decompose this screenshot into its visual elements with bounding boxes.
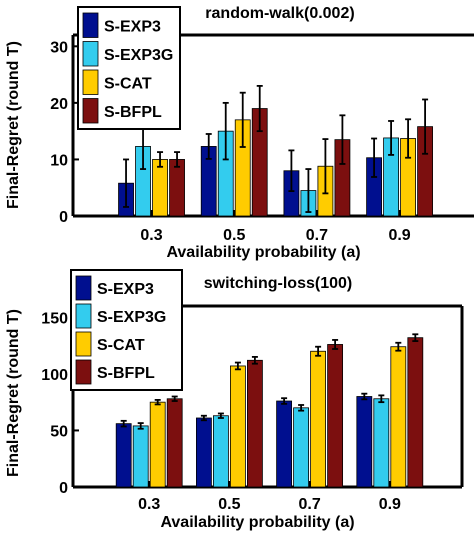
y-axis-label: Final-Regret (round T) bbox=[5, 309, 22, 477]
y-tick-label: 100 bbox=[41, 367, 68, 384]
bar-s-cat-0.5 bbox=[230, 365, 246, 488]
y-tick-label: 20 bbox=[50, 96, 68, 113]
bar-s-cat-0.7 bbox=[310, 350, 327, 488]
bar-s-exp3-0.5 bbox=[196, 417, 212, 488]
legend-swatch-s-cat bbox=[82, 69, 99, 95]
legend-label-s-exp3: S-EXP3 bbox=[104, 18, 161, 35]
bar-s-bfpl-0.9 bbox=[407, 337, 424, 488]
x-axis-label: Availability probability (a) bbox=[160, 514, 354, 531]
x-tick-label: 0.9 bbox=[379, 496, 401, 513]
bar-s-cat-0.9 bbox=[390, 346, 407, 488]
y-tick-label: 150 bbox=[41, 310, 68, 327]
legend-label-s-bfpl: S-BFPL bbox=[97, 365, 155, 382]
chart-panel-2: 0 50 100 150 0.3 0.5 0.7 0.9 Availability probab… bbox=[5, 269, 464, 531]
bar-s-bfpl-0.3 bbox=[166, 398, 183, 488]
legend-swatch-s-bfpl bbox=[75, 359, 92, 385]
legend-label-s-bfpl: S-BFPL bbox=[104, 104, 162, 121]
legend-label-s-exp3g: S-EXP3G bbox=[104, 47, 173, 64]
bar-s-exp3-0.7 bbox=[276, 400, 293, 488]
legend: S-EXP3 S-EXP3G S-CAT S-BFPL bbox=[77, 6, 181, 130]
x-tick-label: 0.7 bbox=[298, 496, 320, 513]
bar-s-bfpl-0.5 bbox=[247, 359, 263, 488]
bar-s-exp3g-0.3 bbox=[132, 425, 149, 488]
y-tick-label: 0 bbox=[59, 209, 68, 226]
x-axis-label: Availability probability (a) bbox=[166, 244, 360, 261]
bar-s-exp3g-0.9 bbox=[373, 398, 390, 488]
y-axis-label: Final-Regret (round T) bbox=[5, 41, 22, 209]
legend-swatch-s-exp3g bbox=[82, 41, 99, 67]
y-tick-label: 0 bbox=[59, 480, 68, 497]
legend-swatch-s-exp3 bbox=[82, 12, 99, 38]
legend-swatch-s-exp3g bbox=[75, 303, 92, 329]
chart-title: switching-loss(100) bbox=[204, 275, 352, 292]
x-tick-label: 0.5 bbox=[223, 227, 245, 244]
legend-label-s-exp3g: S-EXP3G bbox=[97, 309, 166, 326]
legend-swatch-s-bfpl bbox=[82, 98, 99, 124]
x-tick-label: 0.7 bbox=[306, 227, 328, 244]
legend: S-EXP3 S-EXP3G S-CAT S-BFPL bbox=[70, 269, 183, 391]
bar-s-exp3g-0.5 bbox=[213, 415, 229, 488]
x-tick-label: 0.3 bbox=[140, 227, 162, 244]
bar-s-exp3-0.9 bbox=[356, 396, 373, 488]
bar-s-exp3-0.3 bbox=[115, 423, 132, 488]
x-tick-label: 0.9 bbox=[388, 227, 410, 244]
y-tick-label: 50 bbox=[50, 423, 68, 440]
bar-s-bfpl-0.3 bbox=[169, 159, 185, 217]
chart-title: random-walk(0.002) bbox=[205, 5, 354, 22]
x-tick-label: 0.3 bbox=[138, 496, 160, 513]
x-tick-label: 0.5 bbox=[218, 496, 240, 513]
legend-label-s-cat: S-CAT bbox=[97, 337, 145, 354]
y-tick-label: 10 bbox=[50, 152, 68, 169]
legend-label-s-exp3: S-EXP3 bbox=[97, 281, 154, 298]
y-tick-label: 30 bbox=[50, 39, 68, 56]
bar-s-exp3g-0.7 bbox=[293, 407, 310, 488]
bar-s-cat-0.3 bbox=[149, 401, 166, 488]
bar-s-cat-0.3 bbox=[152, 159, 168, 217]
legend-label-s-cat: S-CAT bbox=[104, 75, 152, 92]
legend-swatch-s-cat bbox=[75, 331, 92, 357]
legend-swatch-s-exp3 bbox=[75, 275, 92, 301]
bar-s-bfpl-0.7 bbox=[327, 344, 344, 488]
chart-panel-1: 0 10 20 30 0.3 0.5 0.7 0.9 Availability probabil… bbox=[5, 5, 474, 261]
